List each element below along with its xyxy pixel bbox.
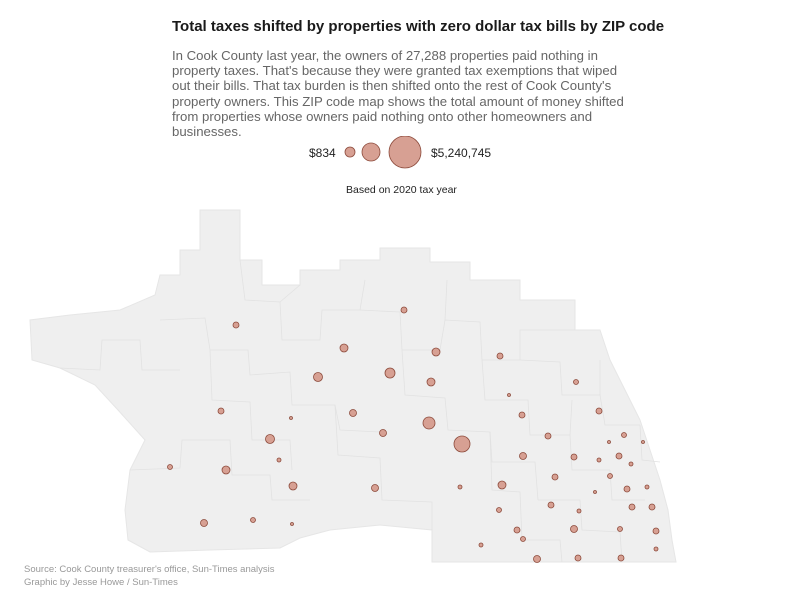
zip-bubble: [573, 379, 579, 385]
zip-bubble: [644, 484, 650, 490]
zip-bubble: [379, 429, 387, 437]
zip-bubble: [349, 409, 357, 417]
zip-bubble: [384, 367, 396, 379]
zip-bubble: [520, 536, 526, 542]
cook-county-outline: [29, 209, 677, 563]
legend-min-label: $834: [309, 146, 336, 160]
map-description: In Cook County last year, the owners of …: [172, 48, 624, 140]
size-legend: $834 $5,240,745: [0, 136, 800, 172]
zip-bubble: [518, 411, 526, 419]
zip-boundary: [519, 359, 640, 426]
zip-boundary: [209, 349, 293, 471]
zip-bubble: [453, 435, 471, 453]
zip-boundary: [481, 359, 610, 471]
zip-boundaries: [59, 259, 661, 563]
zip-bubble: [217, 407, 225, 415]
zip-bubble: [265, 434, 275, 444]
zip-bubble: [595, 407, 603, 415]
zip-bubble: [519, 452, 527, 460]
zip-bubble: [641, 440, 645, 444]
credit-note: Graphic by Jesse Howe / Sun-Times: [24, 577, 178, 588]
legend-circle-small: [344, 146, 356, 158]
zip-bubble: [478, 542, 484, 548]
zip-bubble: [576, 508, 582, 514]
zip-bubble: [400, 306, 408, 314]
zip-bubble: [250, 517, 256, 523]
legend-circle-large: [388, 136, 422, 169]
zip-bubble: [513, 526, 521, 534]
zip-bubble: [607, 440, 611, 444]
zip-bubble: [628, 503, 636, 511]
zip-bubble: [570, 525, 578, 533]
zip-boundary: [59, 339, 180, 371]
zip-bubble: [533, 555, 541, 563]
zip-bubble: [617, 554, 625, 562]
zip-boundary: [359, 309, 575, 361]
zip-bubble: [276, 457, 282, 463]
zip-bubble: [339, 343, 349, 353]
legend-circle-medium: [361, 142, 381, 162]
zip-bubble: [628, 461, 634, 467]
zip-bubble: [496, 352, 504, 360]
zip-bubble: [621, 432, 627, 438]
zip-bubble: [313, 372, 323, 382]
zip-bubble: [648, 503, 656, 511]
zip-bubble: [607, 473, 613, 479]
zip-boundary: [279, 279, 601, 436]
zip-bubble: [544, 432, 552, 440]
zip-boundary: [609, 424, 661, 501]
zip-bubble: [551, 473, 559, 481]
zip-bubble: [574, 554, 582, 562]
zip-boundary: [538, 499, 623, 563]
zip-boundary: [334, 404, 433, 530]
zip-bubble: [593, 490, 597, 494]
zip-bubble: [422, 416, 436, 430]
zip-bubble: [623, 485, 631, 493]
zip-bubble: [615, 452, 623, 460]
zip-boundary: [401, 349, 539, 501]
zip-boundary: [159, 317, 381, 433]
zip-bubble: [652, 527, 660, 535]
zip-bubble: [221, 465, 231, 475]
source-note: Source: Cook County treasurer's office, …: [24, 564, 275, 575]
zip-bubble: [457, 484, 463, 490]
zip-bubble: [617, 526, 623, 532]
zip-bubble: [596, 457, 602, 463]
zip-boundary: [239, 259, 366, 341]
legend-circles: [344, 136, 422, 169]
map-title: Total taxes shifted by properties with z…: [172, 18, 665, 35]
zip-bubble: [371, 484, 379, 492]
zip-bubble: [426, 377, 436, 387]
zip-code-map: [29, 209, 677, 563]
footer: Source: Cook County treasurer's office, …: [24, 563, 275, 589]
zip-bubble: [289, 416, 293, 420]
zip-bubble: [290, 522, 294, 526]
zip-bubble: [497, 480, 507, 490]
zip-bubble: [200, 519, 208, 527]
zip-bubble: [167, 464, 173, 470]
zip-bubble: [496, 507, 502, 513]
legend-max-label: $5,240,745: [431, 146, 492, 160]
zip-bubble: [570, 453, 578, 461]
zip-boundary: [489, 431, 563, 563]
zip-bubbles: [167, 306, 660, 563]
zip-bubble: [431, 347, 441, 357]
tax-year-note: Based on 2020 tax year: [346, 184, 457, 196]
zip-bubble: [547, 501, 555, 509]
zip-boundary: [129, 439, 310, 501]
zip-bubble: [288, 481, 298, 491]
zip-bubble: [507, 393, 511, 397]
county-landmass: [29, 209, 677, 563]
zip-bubble: [232, 321, 240, 329]
zip-bubble: [653, 546, 659, 552]
